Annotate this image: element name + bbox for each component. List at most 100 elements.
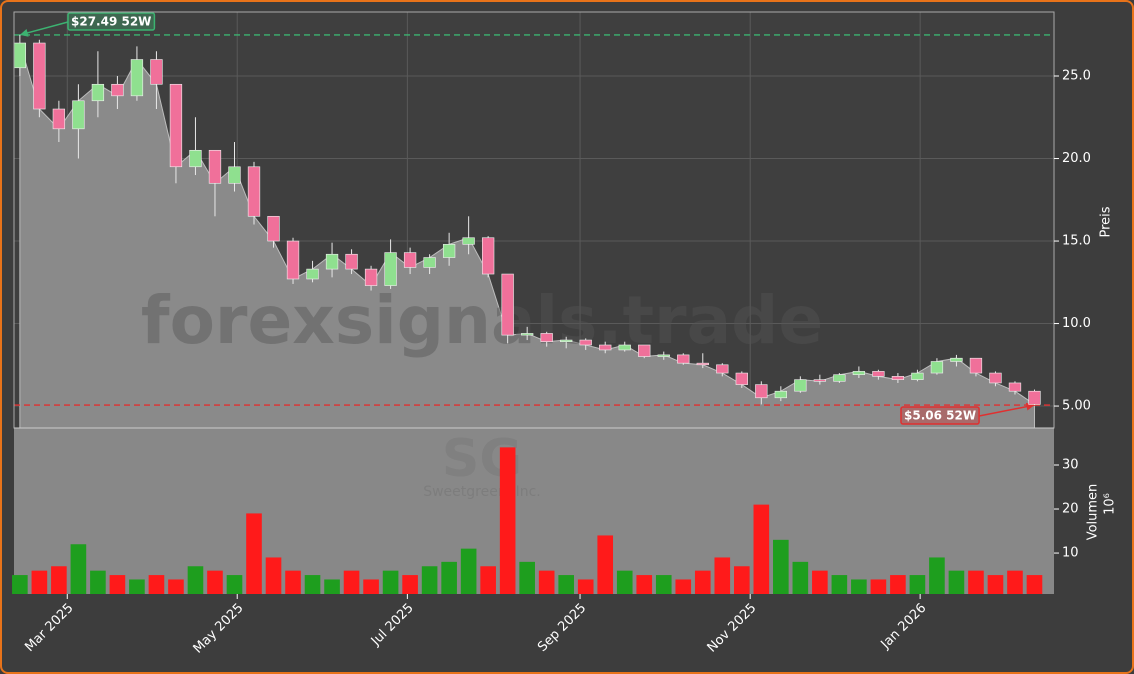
candle-body bbox=[130, 59, 144, 97]
candle-body bbox=[111, 83, 124, 97]
candle-body bbox=[169, 83, 183, 168]
candle-body bbox=[872, 371, 885, 377]
candle-body bbox=[1028, 390, 1041, 405]
volume-bar bbox=[636, 575, 653, 594]
y-axis-label: Preis bbox=[1099, 206, 1114, 237]
candle-body bbox=[560, 339, 573, 342]
candle-body bbox=[911, 372, 924, 380]
volume-bar bbox=[343, 570, 360, 594]
volume-bar bbox=[207, 570, 223, 594]
y-tick-label: 20.0 bbox=[1062, 151, 1091, 166]
candle-body bbox=[481, 237, 495, 275]
volume-bar bbox=[558, 575, 574, 594]
volume-bar bbox=[714, 557, 731, 594]
volume-bar bbox=[851, 579, 867, 594]
candle-body bbox=[521, 333, 534, 336]
candle-body bbox=[716, 364, 729, 374]
volume-bar bbox=[90, 570, 106, 594]
candle-body bbox=[384, 252, 397, 286]
x-tick-label: Sep 2025 bbox=[535, 601, 589, 655]
volume-bar bbox=[616, 570, 633, 594]
volume-bar bbox=[987, 575, 1004, 594]
y2-scale-label: 10⁶ bbox=[1103, 493, 1118, 515]
y-tick-label: 25.0 bbox=[1062, 69, 1091, 84]
candle-body bbox=[618, 344, 631, 351]
volume-bar bbox=[70, 544, 87, 594]
candle-body bbox=[969, 357, 983, 374]
annotation-box bbox=[67, 12, 156, 31]
candle-body bbox=[540, 333, 553, 342]
volume-bar bbox=[324, 579, 340, 594]
watermark-company: Sweetgreen, Inc. bbox=[423, 484, 541, 500]
volume-bar bbox=[1007, 570, 1023, 594]
candle-body bbox=[891, 376, 905, 380]
candle-body bbox=[501, 273, 514, 336]
x-tick-label: May 2025 bbox=[191, 601, 247, 657]
volume-bar bbox=[499, 447, 516, 594]
candle-body bbox=[657, 354, 670, 357]
candle-body bbox=[442, 244, 456, 258]
watermark: forexsignals.trade bbox=[141, 282, 823, 359]
candle-body bbox=[286, 240, 300, 280]
candle-body bbox=[306, 268, 319, 280]
candle-body bbox=[150, 59, 163, 85]
candle-body bbox=[794, 379, 807, 392]
candle-body bbox=[833, 374, 846, 382]
candle-body bbox=[813, 379, 827, 382]
volume-bar bbox=[31, 570, 48, 594]
x-tick-label: Nov 2025 bbox=[705, 601, 760, 656]
volume-bar bbox=[773, 539, 789, 594]
candle-body bbox=[247, 166, 261, 217]
volume-bar bbox=[12, 575, 28, 594]
candle-body bbox=[852, 371, 866, 376]
volume-bar bbox=[870, 579, 887, 594]
x-tick-label: Jul 2025 bbox=[368, 601, 417, 650]
candle-body bbox=[208, 149, 222, 184]
annotation-label: $27.49 52W bbox=[71, 15, 151, 29]
volume-bar bbox=[890, 575, 906, 594]
volume-bar bbox=[694, 570, 711, 594]
volume-bar bbox=[792, 561, 809, 594]
candle-body bbox=[599, 344, 612, 351]
annotation-arrowhead bbox=[19, 28, 29, 37]
volume-bar bbox=[597, 535, 614, 594]
candle-body bbox=[696, 362, 709, 366]
volume-bar bbox=[109, 575, 126, 594]
volume-bar bbox=[304, 575, 321, 594]
x-tick-label: Jan 2026 bbox=[878, 601, 930, 653]
candle-body bbox=[91, 83, 105, 102]
volume-bar bbox=[246, 513, 262, 594]
y-tick-label: 15.0 bbox=[1062, 234, 1091, 249]
volume-bar bbox=[831, 575, 848, 594]
candle-body bbox=[267, 215, 280, 242]
candle-body bbox=[989, 372, 1002, 384]
candle-body bbox=[13, 42, 27, 69]
x-tick-label: Mar 2025 bbox=[22, 601, 76, 655]
candle-body bbox=[462, 237, 475, 245]
annotation-arrow bbox=[978, 404, 1035, 417]
volume-bar bbox=[948, 570, 965, 594]
candle-body bbox=[950, 357, 963, 362]
y-tick-label: 5.00 bbox=[1062, 399, 1091, 414]
candle-body bbox=[228, 166, 241, 184]
volume-bar bbox=[929, 557, 945, 594]
y-tick-label: 10.0 bbox=[1062, 316, 1091, 331]
candle-body bbox=[72, 100, 85, 130]
candle-body bbox=[1008, 382, 1022, 392]
candle-body bbox=[423, 257, 436, 268]
volume-bar bbox=[655, 575, 672, 594]
y2-tick-label: 30 bbox=[1062, 457, 1079, 472]
candle-body bbox=[345, 253, 358, 270]
volume-bar bbox=[812, 570, 828, 594]
candle-body bbox=[403, 252, 417, 268]
candle-body bbox=[774, 390, 787, 399]
volume-bar bbox=[480, 566, 496, 594]
y2-axis-label: Volumen bbox=[1086, 484, 1101, 541]
volume-bar bbox=[460, 548, 477, 594]
candle-body bbox=[52, 108, 66, 130]
volume-bar bbox=[1026, 575, 1043, 594]
y2-tick-label: 10 bbox=[1062, 546, 1079, 561]
volume-bar bbox=[402, 575, 418, 594]
